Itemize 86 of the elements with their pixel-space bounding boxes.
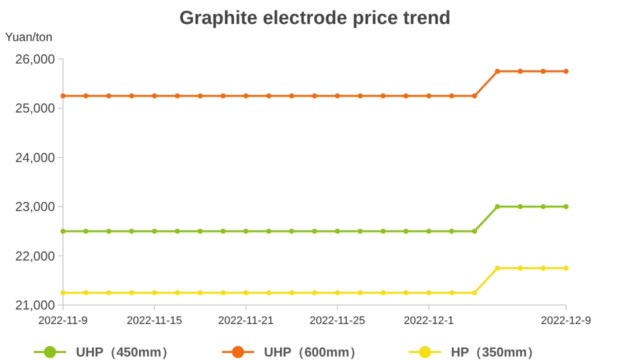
y-tick-label: 23,000 <box>15 199 55 214</box>
point <box>289 228 294 234</box>
point <box>152 290 157 296</box>
point <box>312 93 317 98</box>
legend-label: UHP（450mm） <box>76 344 174 360</box>
point <box>518 204 523 210</box>
x-tick-label: 2022-11-9 <box>38 315 88 327</box>
point <box>198 93 203 98</box>
point <box>266 93 272 98</box>
point <box>174 290 180 296</box>
point <box>358 93 363 98</box>
point <box>358 228 363 234</box>
legend-label: UHP（600mm） <box>264 344 362 360</box>
point <box>403 290 408 296</box>
point <box>152 228 157 234</box>
point <box>426 290 432 296</box>
point <box>426 93 432 98</box>
y-tick-label: 24,000 <box>15 150 55 165</box>
point <box>106 290 112 296</box>
point <box>472 228 478 234</box>
y-tick-label: 21,000 <box>15 298 55 312</box>
point <box>449 290 454 296</box>
point <box>60 93 66 98</box>
point <box>289 93 294 98</box>
x-tick-label: 2022-11-25 <box>310 315 366 327</box>
point <box>129 228 134 234</box>
point <box>540 204 546 210</box>
legend-label: HP（350mm） <box>451 344 540 360</box>
y-tick-label: 25,000 <box>15 100 55 116</box>
point <box>564 68 568 74</box>
x-tick-label: 2022-12-9 <box>540 315 592 327</box>
point <box>243 93 248 98</box>
point <box>220 93 226 98</box>
point <box>266 290 272 296</box>
point <box>106 93 112 98</box>
point <box>220 228 226 234</box>
point <box>380 290 386 296</box>
point <box>174 93 180 98</box>
point <box>403 93 408 98</box>
point <box>83 93 88 98</box>
point <box>564 266 568 271</box>
chart-title: Graphite electrode price trend <box>179 8 451 29</box>
point <box>243 228 248 234</box>
point <box>312 228 317 234</box>
point <box>380 228 386 234</box>
point <box>334 228 340 234</box>
point <box>266 228 272 234</box>
point <box>152 93 157 98</box>
point <box>198 228 203 234</box>
point <box>60 290 66 296</box>
point <box>540 266 546 271</box>
point <box>518 68 523 74</box>
point <box>198 290 203 296</box>
point <box>564 204 568 210</box>
point <box>334 93 340 98</box>
point <box>83 228 88 234</box>
point <box>494 68 500 74</box>
point <box>312 290 317 296</box>
point <box>494 266 500 271</box>
point <box>540 68 546 74</box>
point <box>129 290 134 296</box>
point <box>518 266 523 271</box>
point <box>494 204 500 210</box>
point <box>472 93 478 98</box>
point <box>83 290 88 296</box>
point <box>380 93 386 98</box>
point <box>472 290 478 296</box>
x-tick-label: 2022-11-15 <box>126 315 182 327</box>
point <box>106 228 112 234</box>
point <box>449 228 454 234</box>
point <box>60 228 66 234</box>
point <box>243 290 248 296</box>
point <box>449 93 454 98</box>
point <box>426 228 432 234</box>
y-tick-label: 26,000 <box>15 52 55 66</box>
y-axis-title: Yuan/ton <box>5 30 52 44</box>
y-tick-label: 22,000 <box>15 248 55 264</box>
point <box>289 290 294 296</box>
point <box>358 290 363 296</box>
point <box>403 228 408 234</box>
point <box>334 290 340 296</box>
point <box>220 290 226 296</box>
point <box>174 228 180 234</box>
x-tick-label: 2022-12-1 <box>404 315 454 327</box>
point <box>129 93 134 98</box>
x-tick-label: 2022-11-21 <box>218 315 274 327</box>
